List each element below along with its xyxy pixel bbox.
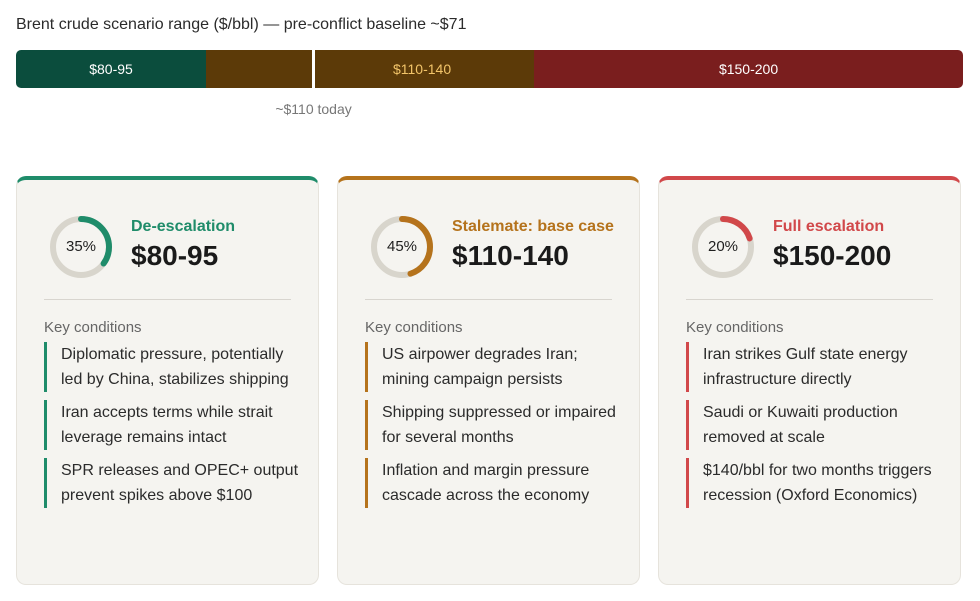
donut-arc xyxy=(371,216,433,278)
divider xyxy=(365,299,612,300)
today-marker-label: ~$110 today xyxy=(275,101,352,117)
conditions-list: Iran strikes Gulf state energy infrastru… xyxy=(686,342,941,516)
condition-item: Iran strikes Gulf state energy infrastru… xyxy=(686,342,941,392)
chart-title: Brent crude scenario range ($/bbl) — pre… xyxy=(16,16,467,33)
scenario-price-range: $110-140 xyxy=(452,240,569,271)
scenario-name: De-escalation xyxy=(131,218,236,235)
probability-donut xyxy=(371,216,433,278)
scenario-card-escalation: 20% Full escalation $150-200 Key conditi… xyxy=(658,176,961,585)
condition-item: SPR releases and OPEC+ output prevent sp… xyxy=(44,458,299,508)
condition-item: Saudi or Kuwaiti production removed at s… xyxy=(686,400,941,450)
probability-donut xyxy=(50,216,112,278)
range-segment-escalation: $150-200 xyxy=(534,50,963,88)
scenario-price-range: $150-200 xyxy=(773,240,892,271)
conditions-list: US airpower degrades Iran; mining campai… xyxy=(365,342,620,516)
scenario-price-range: $80-95 xyxy=(131,240,219,271)
scenario-card-deescalation: 35% De-escalation $80-95 Key conditions … xyxy=(16,176,319,585)
scenario-cards: 35% De-escalation $80-95 Key conditions … xyxy=(16,176,963,586)
donut-arc xyxy=(50,216,112,278)
condition-item: Inflation and margin pressure cascade ac… xyxy=(365,458,620,508)
conditions-list: Diplomatic pressure, potentially led by … xyxy=(44,342,299,516)
scenario-name: Stalemate: base case xyxy=(452,218,614,235)
probability-label: 20% xyxy=(707,238,739,255)
range-segment-label: $150-200 xyxy=(718,61,779,77)
range-segment-label: $80-95 xyxy=(89,61,133,77)
probability-donut xyxy=(692,216,754,278)
range-segment-stalemate: $110-140 xyxy=(310,50,535,88)
donut-arc xyxy=(692,216,754,278)
condition-item: Iran accepts terms while strait leverage… xyxy=(44,400,299,450)
conditions-heading: Key conditions xyxy=(44,319,142,336)
range-segment-gap xyxy=(206,50,311,88)
divider xyxy=(44,299,291,300)
probability-label: 35% xyxy=(65,238,97,255)
range-segment-deescalation: $80-95 xyxy=(16,50,207,88)
scenario-range-bar: $80-95 $110-140 $150-200 xyxy=(16,50,963,88)
condition-item: Shipping suppressed or impaired for seve… xyxy=(365,400,620,450)
today-marker-line xyxy=(312,50,316,88)
range-segment-label: $110-140 xyxy=(392,61,452,77)
condition-item: $140/bbl for two months triggers recessi… xyxy=(686,458,941,508)
probability-label: 45% xyxy=(386,238,418,255)
conditions-heading: Key conditions xyxy=(686,319,784,336)
conditions-heading: Key conditions xyxy=(365,319,463,336)
divider xyxy=(686,299,933,300)
condition-item: Diplomatic pressure, potentially led by … xyxy=(44,342,299,392)
scenario-name: Full escalation xyxy=(773,218,885,235)
scenario-card-stalemate: 45% Stalemate: base case $110-140 Key co… xyxy=(337,176,640,585)
condition-item: US airpower degrades Iran; mining campai… xyxy=(365,342,620,392)
